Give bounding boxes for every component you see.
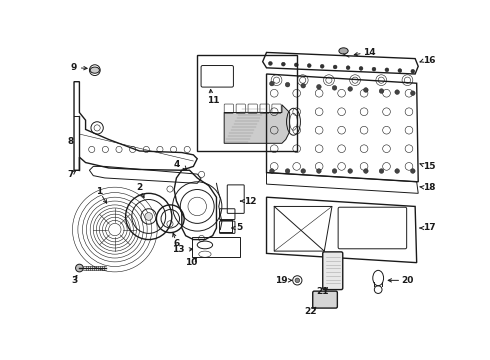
Circle shape [332,169,337,173]
Text: 5: 5 [237,224,243,233]
Circle shape [270,81,274,86]
Text: 8: 8 [67,137,74,146]
Circle shape [307,64,311,67]
Circle shape [294,63,298,67]
Text: 4: 4 [173,160,179,169]
Circle shape [269,62,272,66]
Circle shape [317,85,321,89]
Circle shape [285,169,290,173]
Text: 10: 10 [185,258,197,267]
Text: 9: 9 [70,63,76,72]
Circle shape [301,169,306,173]
Circle shape [333,65,337,69]
Circle shape [320,64,324,68]
Circle shape [295,278,300,283]
Text: 16: 16 [423,56,435,65]
Text: 7: 7 [67,170,74,179]
Circle shape [379,89,384,93]
Text: 1: 1 [97,186,102,195]
Circle shape [301,84,306,88]
Text: 12: 12 [244,197,257,206]
Circle shape [359,67,363,70]
Text: 20: 20 [401,276,414,285]
Circle shape [411,91,415,95]
FancyBboxPatch shape [323,252,343,289]
Text: 2: 2 [136,184,143,193]
Text: 22: 22 [304,307,317,316]
FancyBboxPatch shape [313,291,337,308]
Circle shape [411,69,415,73]
Circle shape [270,169,274,173]
Text: 3: 3 [71,276,77,285]
Text: 21: 21 [317,287,329,296]
Circle shape [332,86,337,90]
Circle shape [385,68,389,72]
Text: 15: 15 [423,162,435,171]
Circle shape [281,62,285,66]
Text: 6: 6 [173,239,179,248]
Text: 13: 13 [172,245,184,254]
Ellipse shape [339,48,348,54]
Text: 17: 17 [423,224,436,233]
Circle shape [145,213,152,220]
Ellipse shape [90,67,99,73]
Circle shape [348,87,352,91]
Text: 11: 11 [207,96,220,105]
Circle shape [364,169,368,173]
Polygon shape [224,105,290,143]
Circle shape [411,169,415,173]
Circle shape [75,264,83,272]
Circle shape [348,169,352,173]
Circle shape [346,66,350,69]
Circle shape [395,169,399,173]
Circle shape [372,67,376,71]
Circle shape [364,88,368,92]
Circle shape [285,82,290,87]
Circle shape [317,169,321,173]
Circle shape [395,90,399,94]
Circle shape [379,169,384,173]
Text: 19: 19 [275,276,287,285]
Circle shape [398,69,402,72]
Text: 18: 18 [423,184,435,193]
Text: 14: 14 [363,48,375,57]
